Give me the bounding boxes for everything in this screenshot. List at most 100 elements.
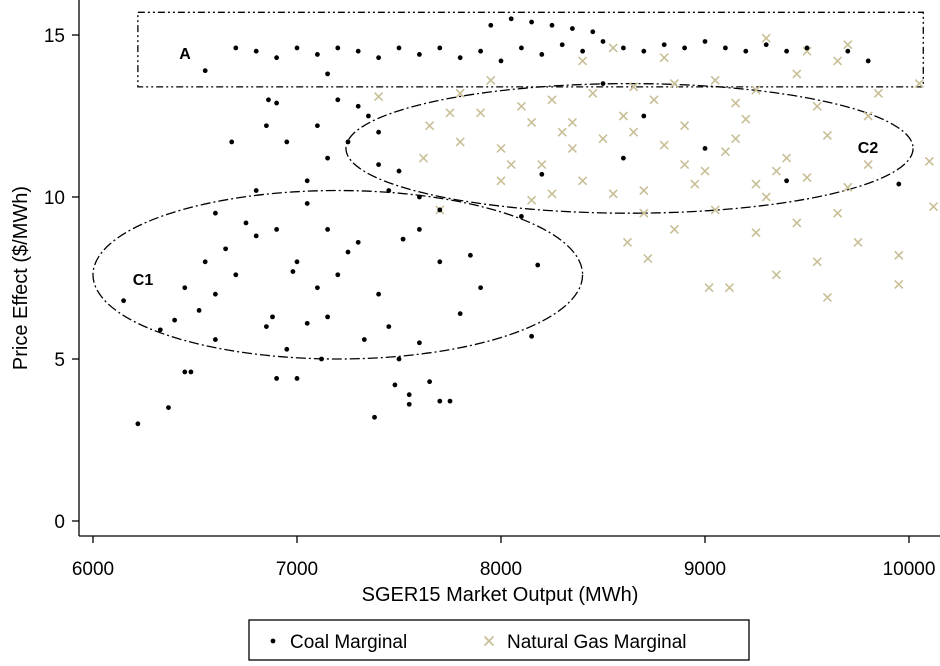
y-tick-label: 15 — [44, 26, 65, 47]
coal-point — [437, 398, 443, 404]
coal-point — [135, 421, 141, 427]
coal-point — [804, 45, 810, 51]
coal-point — [508, 16, 514, 22]
gas-point — [527, 195, 537, 205]
coal-point — [233, 45, 239, 51]
coal-point — [264, 123, 269, 129]
region-c1-label: C1 — [133, 272, 154, 289]
legend-gas-label: Natural Gas Marginal — [507, 632, 687, 653]
region-c2-label: C2 — [858, 140, 879, 157]
gas-point — [894, 279, 904, 290]
coal-point — [315, 52, 320, 57]
coal-point — [376, 129, 381, 135]
gas-point — [639, 208, 649, 218]
coal-point — [406, 392, 412, 398]
coal-point — [325, 155, 330, 161]
natural-gas-series — [374, 33, 939, 303]
coal-point — [182, 369, 188, 375]
coal-point — [702, 146, 708, 151]
gas-point — [833, 208, 843, 218]
gas-point — [578, 176, 588, 186]
coal-point — [325, 227, 330, 232]
annotation-labels: A C1 C2 — [133, 46, 879, 289]
gas-point — [741, 114, 751, 124]
gas-point — [720, 147, 730, 157]
x-tick-label: 10000 — [883, 559, 936, 580]
coal-point — [335, 272, 341, 278]
coal-point — [896, 181, 902, 187]
gas-point — [578, 56, 588, 66]
gas-point — [833, 56, 843, 66]
legend-box — [248, 619, 750, 661]
coal-point — [396, 168, 402, 174]
coal-point — [213, 291, 218, 297]
coal-point — [355, 103, 361, 109]
x-axis-title: SGER15 Market Output (MWh) — [362, 584, 639, 606]
gas-point — [731, 98, 741, 108]
coal-point — [202, 68, 208, 74]
coal-point — [457, 311, 463, 317]
y-axis-title: Price Effect ($/MWh) — [10, 186, 32, 370]
coal-point — [270, 314, 275, 320]
gas-point — [486, 75, 496, 85]
gas-point — [537, 160, 547, 170]
gas-point — [374, 91, 384, 102]
x-tick-label: 8000 — [480, 559, 522, 580]
gas-point — [873, 88, 883, 98]
x-tick-label: 7000 — [276, 559, 318, 580]
coal-point — [264, 324, 269, 329]
region-c1-outline — [92, 189, 584, 360]
coal-point — [641, 48, 647, 54]
coal-point — [417, 340, 422, 346]
coal-point — [641, 113, 647, 119]
coal-point — [437, 259, 443, 265]
gas-point — [894, 250, 904, 260]
gas-point — [425, 121, 435, 131]
coal-point — [621, 45, 626, 51]
gas-point — [751, 179, 761, 189]
coal-point — [417, 194, 422, 200]
gas-point — [557, 127, 567, 137]
coal-point — [253, 233, 259, 239]
coal-point — [182, 285, 188, 291]
coal-point — [600, 39, 606, 44]
coal-point — [661, 42, 667, 48]
coal-point — [580, 48, 585, 54]
coal-point — [121, 298, 126, 304]
axes: 6000 7000 8000 9000 10000 0 5 10 15 SGER15 Market… — [10, 0, 940, 606]
coal-point — [243, 220, 249, 226]
coal-point — [294, 45, 300, 51]
gas-point — [588, 88, 598, 98]
gas-point — [680, 121, 690, 131]
gas-point — [649, 95, 659, 105]
gas-point — [527, 117, 537, 128]
gas-point — [802, 172, 812, 183]
coal-point — [386, 324, 392, 329]
gas-point — [669, 224, 679, 234]
gas-point — [924, 156, 934, 166]
coal-point — [406, 401, 412, 407]
coal-point — [345, 139, 351, 145]
coal-point — [743, 48, 749, 54]
coal-point — [539, 52, 545, 57]
coal-point — [274, 376, 279, 381]
coal-point — [396, 356, 402, 362]
coal-point — [274, 55, 279, 61]
gas-point — [598, 134, 608, 144]
gas-point — [812, 257, 822, 267]
coal-point — [386, 188, 392, 193]
gas-point — [761, 192, 771, 202]
gas-point — [659, 140, 669, 150]
coal-point — [355, 239, 361, 245]
legend-gas-marker — [483, 635, 495, 647]
gas-point — [700, 166, 710, 176]
y-tick-label: 0 — [54, 512, 65, 533]
coal-point — [166, 405, 171, 410]
coal-point — [213, 210, 218, 216]
gas-point — [843, 40, 853, 50]
coal-point — [763, 42, 769, 48]
gas-point — [853, 237, 863, 247]
legend-coal-label: Coal Marginal — [290, 632, 407, 653]
coal-point — [682, 45, 687, 51]
gas-point — [812, 101, 822, 111]
